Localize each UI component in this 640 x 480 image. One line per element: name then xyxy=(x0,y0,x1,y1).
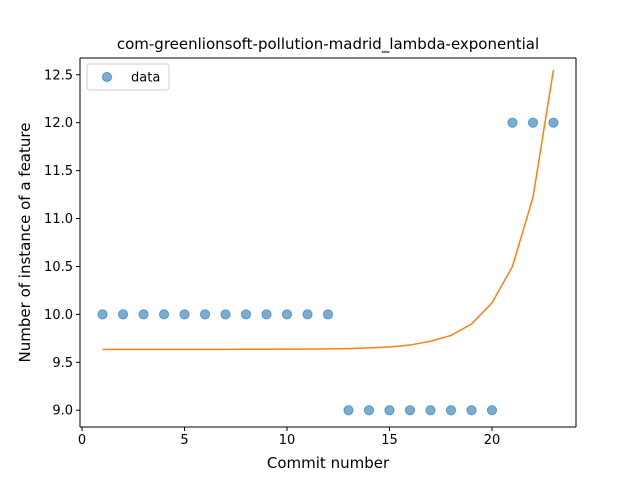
y-tick-label: 9.5 xyxy=(52,356,73,371)
data-point xyxy=(466,405,477,416)
fit-line xyxy=(102,69,555,351)
data-point xyxy=(138,309,149,320)
data-point xyxy=(527,117,539,128)
x-tick-label: 20 xyxy=(484,433,501,448)
y-axis-ticks: 9.0 9.5 10.0 10.5 11.0 11.5 12.0 12.5 xyxy=(44,68,80,419)
data-point xyxy=(445,405,457,416)
plot-area xyxy=(80,58,576,427)
y-tick-label: 9.0 xyxy=(52,404,73,419)
x-axis-label: Commit number xyxy=(267,454,390,472)
y-tick-label: 11.5 xyxy=(44,164,73,179)
x-tick-label: 15 xyxy=(381,433,398,448)
data-point xyxy=(302,309,313,320)
x-tick-label: 5 xyxy=(180,433,188,448)
y-axis-label: Number of instance of a feature xyxy=(16,123,34,363)
data-point xyxy=(199,309,211,320)
data-point xyxy=(261,309,272,320)
legend-marker-data xyxy=(101,71,113,83)
series-layer xyxy=(97,69,559,416)
data-point xyxy=(425,405,436,416)
y-tick-label: 10.5 xyxy=(44,260,73,275)
y-tick-label: 11.0 xyxy=(44,212,73,227)
data-point xyxy=(179,309,190,320)
x-axis-ticks: 0 5 10 15 20 xyxy=(78,427,500,448)
legend-box xyxy=(86,63,170,91)
data-point xyxy=(384,405,395,416)
data-point xyxy=(281,309,293,320)
data-point xyxy=(363,405,375,416)
data-point xyxy=(507,117,518,128)
y-tick-label: 10.0 xyxy=(44,308,73,323)
x-tick-label: 0 xyxy=(78,433,86,448)
x-tick-label: 10 xyxy=(279,433,296,448)
data-point xyxy=(404,405,416,416)
legend: data xyxy=(86,63,170,91)
data-point xyxy=(97,309,108,320)
data-point xyxy=(117,309,129,320)
y-tick-label: 12.5 xyxy=(44,68,73,83)
legend-label-data: data xyxy=(131,71,160,86)
data-point xyxy=(548,117,559,128)
chart-title: com-greenlionsoft-pollution-madrid_lambd… xyxy=(117,35,539,54)
data-point xyxy=(486,405,498,416)
data-point xyxy=(240,309,252,320)
data-point xyxy=(322,309,334,320)
data-point xyxy=(220,309,231,320)
data-point xyxy=(343,405,354,416)
axes-layer xyxy=(79,57,577,428)
data-point xyxy=(158,309,170,320)
y-tick-label: 12.0 xyxy=(44,116,73,131)
